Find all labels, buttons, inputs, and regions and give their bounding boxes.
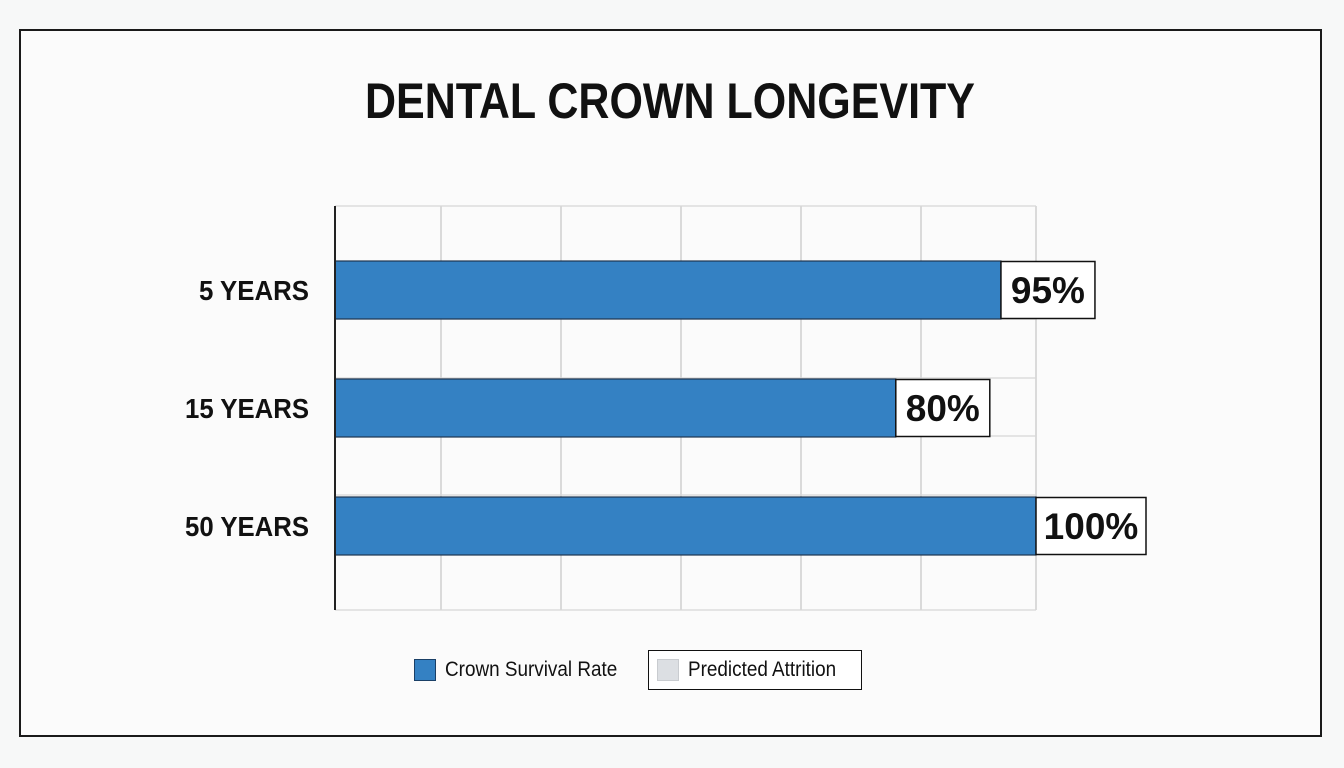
chart-legend: Crown Survival Rate Predicted Attrition bbox=[414, 650, 862, 690]
value-label: 80% bbox=[906, 388, 980, 429]
category-label: 15 YEARS bbox=[185, 393, 309, 424]
legend-item-attrition: Predicted Attrition bbox=[648, 650, 862, 690]
value-label-box bbox=[895, 378, 991, 438]
legend-label-attrition: Predicted Attrition bbox=[688, 658, 837, 681]
category-label: 50 YEARS bbox=[185, 511, 309, 542]
value-label: 95% bbox=[1011, 270, 1085, 311]
legend-swatch-survival bbox=[414, 659, 436, 681]
bar bbox=[334, 260, 1002, 320]
chart-title: DENTAL CROWN LONGEVITY bbox=[365, 73, 975, 129]
legend-item-survival: Crown Survival Rate bbox=[414, 650, 636, 690]
value-label-box bbox=[1035, 496, 1147, 556]
legend-swatch-attrition bbox=[657, 659, 680, 681]
legend-label-survival: Crown Survival Rate bbox=[445, 658, 618, 681]
bar bbox=[334, 378, 897, 438]
value-label: 100% bbox=[1044, 506, 1139, 547]
category-label: 5 YEARS bbox=[199, 275, 309, 306]
value-label-box bbox=[1000, 260, 1096, 320]
bar bbox=[334, 496, 1037, 556]
